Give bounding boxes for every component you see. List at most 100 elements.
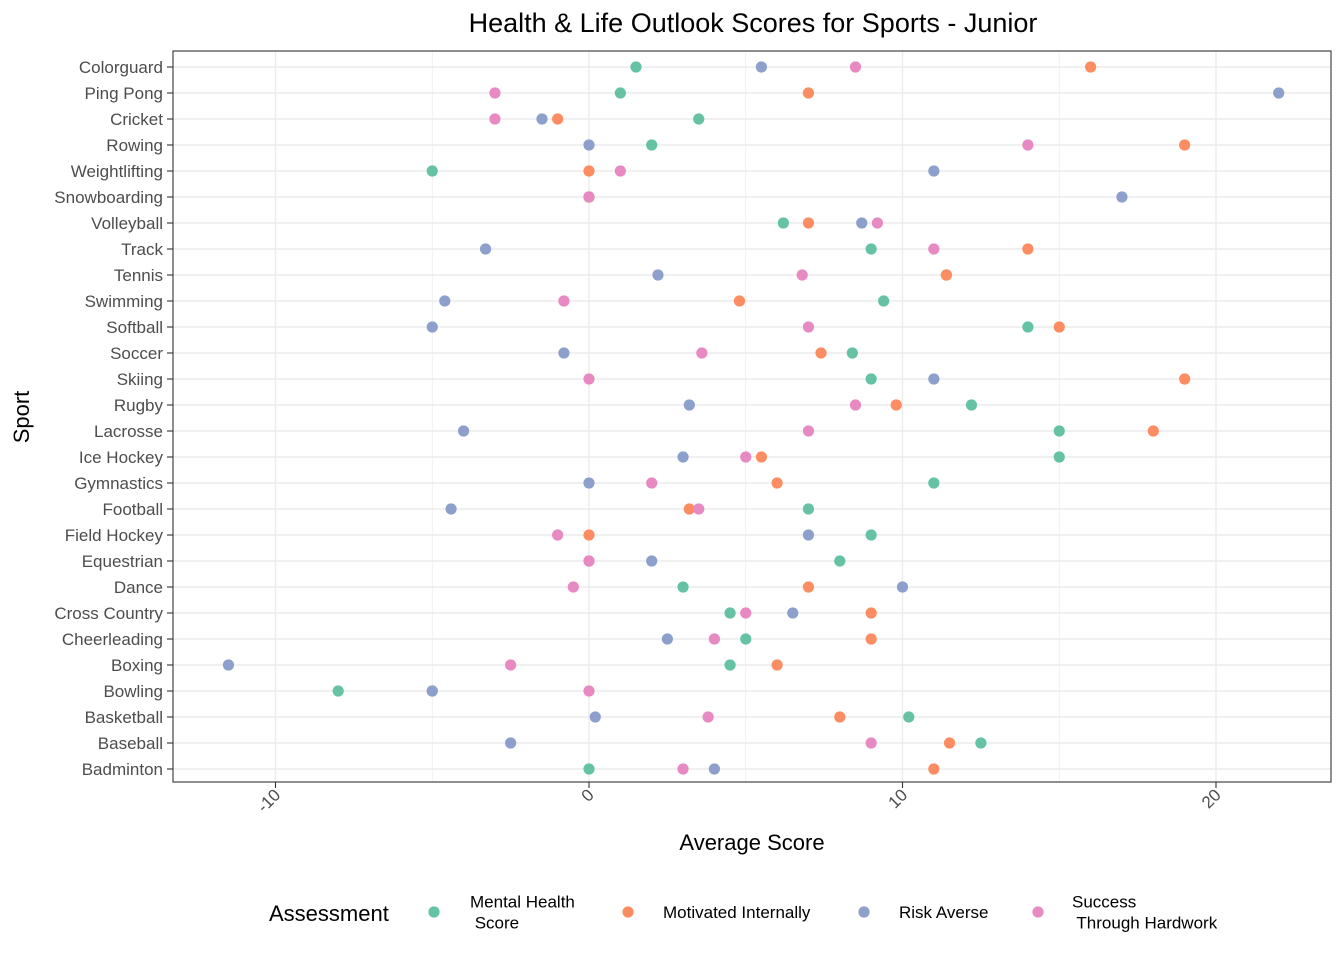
data-point bbox=[975, 737, 987, 749]
data-point bbox=[849, 61, 862, 73]
data-point bbox=[426, 165, 438, 177]
y-tick-label: Soccer bbox=[110, 344, 163, 363]
data-point bbox=[940, 269, 952, 281]
plot-panel: -10 0 10 20 Colorguard Ping Pong Cricket Rowing… bbox=[54, 50, 1332, 816]
data-point bbox=[583, 763, 595, 775]
data-point bbox=[865, 373, 877, 385]
y-tick-label: Colorguard bbox=[79, 58, 163, 77]
data-point bbox=[708, 763, 721, 775]
data-point bbox=[802, 581, 815, 593]
legend-key bbox=[622, 906, 634, 918]
data-point bbox=[943, 737, 956, 749]
y-tick-label: Boxing bbox=[111, 656, 163, 675]
data-point bbox=[802, 321, 815, 333]
legend-label: Risk Averse bbox=[899, 903, 988, 922]
y-tick-label: Tennis bbox=[114, 266, 163, 285]
series-0 bbox=[332, 61, 1065, 775]
data-point bbox=[646, 477, 658, 489]
data-point bbox=[702, 711, 714, 723]
y-tick-label: Rugby bbox=[114, 396, 164, 415]
data-point bbox=[683, 399, 695, 411]
y-tick-label: Cross Country bbox=[54, 604, 163, 623]
data-point bbox=[865, 529, 877, 541]
data-point bbox=[777, 217, 789, 229]
data-point bbox=[865, 607, 877, 619]
data-point bbox=[489, 87, 501, 99]
data-point bbox=[846, 347, 858, 359]
legend-label-line: Mental Health bbox=[470, 893, 575, 912]
data-point bbox=[708, 633, 721, 645]
data-point bbox=[558, 347, 570, 359]
data-point bbox=[426, 685, 438, 697]
panel-border bbox=[172, 50, 1332, 783]
data-point bbox=[614, 165, 626, 177]
data-point bbox=[630, 61, 642, 73]
data-point bbox=[583, 373, 595, 385]
data-point bbox=[878, 295, 890, 307]
data-point bbox=[693, 503, 705, 515]
data-point bbox=[1053, 321, 1065, 333]
y-tick-label: Baseball bbox=[98, 734, 163, 753]
data-point bbox=[583, 555, 595, 567]
series-3 bbox=[489, 61, 1034, 775]
data-point bbox=[724, 659, 736, 671]
data-point bbox=[928, 373, 940, 385]
data-point bbox=[426, 321, 438, 333]
data-point bbox=[536, 113, 548, 125]
data-point bbox=[222, 659, 235, 671]
data-point bbox=[928, 243, 940, 255]
legend-label-line: Motivated Internally bbox=[663, 903, 811, 922]
data-point bbox=[849, 399, 862, 411]
data-point bbox=[489, 113, 501, 125]
legend-label-line: Risk Averse bbox=[899, 903, 988, 922]
data-point bbox=[458, 425, 470, 437]
data-point bbox=[856, 217, 868, 229]
data-point bbox=[771, 659, 783, 671]
data-point bbox=[567, 581, 579, 593]
data-point bbox=[1179, 373, 1191, 385]
data-point bbox=[583, 477, 595, 489]
data-point bbox=[928, 165, 940, 177]
data-point bbox=[740, 607, 752, 619]
data-point bbox=[724, 607, 736, 619]
x-tick-label: 0 bbox=[578, 785, 598, 805]
chart-title: Health & Life Outlook Scores for Sports … bbox=[469, 8, 1038, 38]
data-point bbox=[1085, 61, 1097, 73]
data-point bbox=[505, 659, 517, 671]
data-point bbox=[661, 633, 673, 645]
data-point bbox=[589, 711, 601, 723]
data-point bbox=[865, 633, 877, 645]
data-point bbox=[693, 113, 705, 125]
y-tick-label: Swimming bbox=[85, 292, 163, 311]
legend-key bbox=[1032, 906, 1044, 918]
data-point bbox=[558, 295, 570, 307]
data-point bbox=[1116, 191, 1128, 203]
data-point bbox=[583, 685, 595, 697]
data-point bbox=[583, 139, 595, 151]
data-point bbox=[928, 477, 940, 489]
data-point bbox=[740, 451, 752, 463]
series-2 bbox=[222, 61, 1285, 775]
data-point bbox=[834, 555, 846, 567]
data-point bbox=[445, 503, 457, 515]
legend-label: Success Through Hardwork bbox=[1072, 893, 1218, 933]
data-point bbox=[755, 61, 768, 73]
data-point bbox=[614, 87, 626, 99]
data-point bbox=[1022, 243, 1034, 255]
y-tick-label: Softball bbox=[106, 318, 163, 337]
data-point bbox=[677, 763, 689, 775]
legend-label: Mental Health Score bbox=[470, 893, 575, 933]
data-point bbox=[802, 503, 815, 515]
data-point bbox=[646, 139, 658, 151]
data-point bbox=[771, 477, 783, 489]
data-point bbox=[802, 529, 815, 541]
data-point bbox=[332, 685, 344, 697]
y-tick-label: Rowing bbox=[106, 136, 163, 155]
y-tick-label: Badminton bbox=[82, 760, 163, 779]
y-tick-label: Cricket bbox=[110, 110, 163, 129]
x-tick-label: 20 bbox=[1198, 785, 1225, 812]
data-point bbox=[1022, 321, 1034, 333]
data-point bbox=[802, 217, 815, 229]
data-point bbox=[1053, 425, 1065, 437]
